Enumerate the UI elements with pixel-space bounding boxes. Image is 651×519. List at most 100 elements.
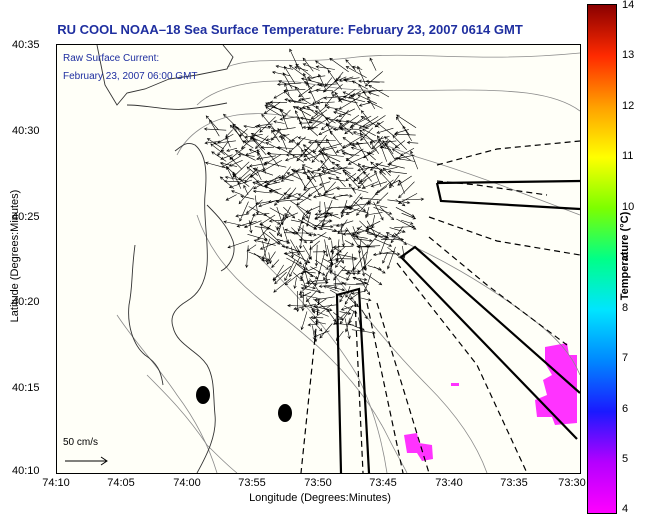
current-vector xyxy=(251,137,267,156)
current-vector xyxy=(359,196,382,201)
current-vector xyxy=(319,83,338,87)
current-vector xyxy=(387,247,402,259)
current-vector xyxy=(368,84,390,98)
current-vector xyxy=(284,154,302,162)
current-vector xyxy=(378,139,388,162)
current-vector xyxy=(344,171,360,189)
sst-patch-south xyxy=(404,433,433,461)
colorbar-tick: 8 xyxy=(622,302,629,314)
current-vector xyxy=(345,208,360,215)
current-vector xyxy=(303,149,315,158)
colorbar-tick: 9 xyxy=(622,251,629,263)
current-vector xyxy=(307,185,324,197)
current-vector xyxy=(385,232,403,241)
current-vector xyxy=(352,226,359,239)
current-vector xyxy=(315,259,329,270)
y-tick: 40:15 xyxy=(12,382,40,394)
current-vector xyxy=(332,223,345,227)
current-vector xyxy=(324,239,329,258)
current-vector xyxy=(330,84,343,94)
current-vector xyxy=(303,148,320,163)
current-vector xyxy=(382,252,388,264)
current-vector xyxy=(401,219,414,225)
colorbar-tick: 7 xyxy=(622,352,629,364)
current-vector xyxy=(393,132,416,136)
current-vector xyxy=(302,144,317,155)
current-vector xyxy=(333,111,345,116)
current-vector xyxy=(313,134,327,154)
current-vector xyxy=(229,124,242,138)
current-vector xyxy=(291,231,313,235)
current-vector xyxy=(317,252,326,276)
current-vector xyxy=(312,96,325,105)
current-vector xyxy=(331,229,349,233)
current-vector xyxy=(345,272,358,276)
scale-arrow xyxy=(65,456,108,466)
x-tick: 73:55 xyxy=(238,477,266,489)
current-vector xyxy=(206,138,225,150)
current-vector xyxy=(358,317,362,330)
current-vector xyxy=(260,145,275,150)
sst-patch-small xyxy=(451,383,459,386)
current-vector xyxy=(278,176,294,182)
current-vector xyxy=(299,291,312,298)
y-tick: 40:30 xyxy=(12,125,40,137)
current-vector xyxy=(296,205,309,219)
current-vector xyxy=(302,57,314,72)
current-vector xyxy=(342,282,364,286)
map-canvas xyxy=(65,45,580,473)
current-vector xyxy=(353,166,370,182)
current-vector xyxy=(257,149,264,161)
current-vector xyxy=(295,170,306,187)
current-vector xyxy=(227,240,249,249)
current-vector xyxy=(282,72,293,89)
current-vector xyxy=(291,154,305,163)
current-vector xyxy=(339,311,352,315)
current-vector xyxy=(342,137,357,148)
current-vector xyxy=(268,252,272,264)
current-vector xyxy=(374,238,393,247)
current-vector xyxy=(267,199,284,204)
current-vector xyxy=(301,98,319,109)
current-vector xyxy=(340,225,345,247)
current-vector xyxy=(246,166,258,176)
current-vector xyxy=(369,141,380,154)
current-vector xyxy=(264,185,279,193)
current-vector xyxy=(394,129,409,135)
colorbar-label: Temperature (°C) xyxy=(619,211,631,301)
current-vector xyxy=(341,269,361,273)
current-vector xyxy=(327,176,346,182)
current-vector xyxy=(211,151,227,162)
current-vector xyxy=(248,251,271,261)
current-vector xyxy=(288,64,306,78)
current-vector xyxy=(299,116,322,123)
current-vector xyxy=(268,219,284,223)
current-vector xyxy=(241,140,254,149)
current-vector xyxy=(314,214,339,220)
current-vector xyxy=(288,136,298,143)
current-vector xyxy=(335,163,351,175)
current-vector xyxy=(318,127,333,135)
current-vector xyxy=(397,175,412,186)
current-vector xyxy=(343,305,358,314)
current-vector xyxy=(319,323,333,339)
legend-raw-surface-current: Raw Surface Current: xyxy=(63,53,160,64)
current-vector xyxy=(219,161,238,167)
current-vector xyxy=(284,83,290,96)
current-vector xyxy=(300,286,325,294)
current-vector xyxy=(341,150,354,157)
current-vector xyxy=(318,181,331,186)
current-vector xyxy=(305,205,321,213)
current-vector xyxy=(283,192,304,201)
current-vector xyxy=(298,293,322,300)
current-vector xyxy=(296,136,306,146)
current-vector xyxy=(252,181,268,189)
current-vector xyxy=(410,150,419,170)
current-vector xyxy=(317,233,332,240)
current-vector xyxy=(337,97,358,104)
current-vector xyxy=(365,230,388,241)
current-vector xyxy=(326,309,337,323)
current-vector xyxy=(306,106,319,116)
current-vector xyxy=(328,259,343,267)
current-vector xyxy=(345,285,351,298)
